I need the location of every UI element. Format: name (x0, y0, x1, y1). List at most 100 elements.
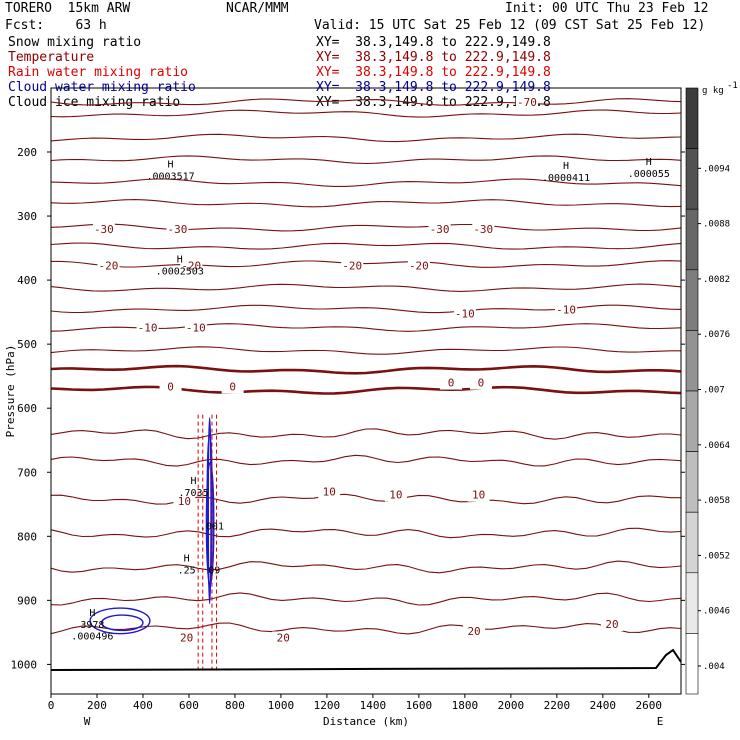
contour-label-bg (440, 376, 463, 390)
contour-label-bg (469, 376, 492, 390)
colorbar-band (685, 208, 699, 271)
contour-label: -30 (473, 223, 493, 236)
x-tick-label: 1400 (360, 699, 387, 712)
x-tick-label: 800 (225, 699, 245, 712)
field-snow: Snow mixing ratio (8, 35, 142, 50)
colorbar-label: .0064 (703, 441, 730, 451)
x-tick-label: 600 (179, 699, 199, 712)
contour-label-bg (221, 380, 244, 394)
contour-label: 0 (229, 380, 236, 393)
maximum-value: .0002503 (156, 266, 204, 277)
temperature-contour-0 (50, 364, 682, 375)
colorbar-unit: g kg (702, 86, 724, 96)
y-tick-label: 600 (17, 402, 37, 415)
contour-label-bg (601, 618, 624, 632)
x-tick-label: 2200 (544, 699, 571, 712)
temperature-contour--30 (50, 223, 682, 232)
colorbar: .004 .0046 .0052 .0058 .0064 .007 .0076 .0082 .0… (685, 81, 738, 695)
colorbar-label: .0088 (703, 220, 730, 230)
x-tick-label: 200 (87, 699, 107, 712)
contour-label-bg (318, 485, 341, 499)
east-label: E (657, 715, 664, 728)
colorbar-band (685, 269, 699, 331)
contour-label: -30 (168, 223, 188, 236)
maximum-value: .001 (200, 521, 224, 532)
contour-label-bg (463, 625, 486, 639)
y-tick-label: 900 (17, 594, 37, 607)
colorbar-label: .0046 (703, 607, 730, 617)
contour-label-bg (453, 307, 476, 321)
colorbar-band (685, 87, 699, 149)
colorbar-label: .004 (703, 662, 725, 672)
x-tick-label: 1800 (452, 699, 479, 712)
maximum-value: .0000411 (542, 173, 590, 184)
x-tick-label: 1600 (406, 699, 433, 712)
temperature-contour--50 (50, 155, 682, 165)
contour-label: -10 (138, 321, 158, 334)
contour-label: -20 (342, 259, 362, 272)
contour-label-bg (180, 259, 203, 273)
colorbar-band (685, 511, 699, 574)
temperature-contour--70 (50, 98, 682, 106)
maxima-labels: H.0003517H.0002503H.0000411H.000055H.703… (71, 157, 670, 642)
maximum-mark: H (191, 476, 197, 487)
x-tick-label: 1200 (314, 699, 341, 712)
contour-labels: -70 -30 -30 -30 -30 -20 -20 -20 -20 -10 -10 -10 -10 0… (92, 96, 624, 645)
contour-label-bg (136, 321, 159, 335)
maximum-value: .25 (178, 566, 196, 577)
maximum-mark: H (563, 161, 569, 172)
temperature-contour-10 (50, 454, 682, 467)
contour-label: 0 (448, 377, 455, 390)
model-label: TORERO 15km ARW (5, 1, 131, 16)
temperature-contour--30 (50, 242, 682, 250)
cloud-water-contour (207, 417, 212, 605)
contour-label-bg (159, 380, 182, 394)
contour-label-bg (272, 631, 295, 645)
contour-label-bg (515, 96, 538, 110)
temperature-contour-10 (50, 428, 682, 440)
init-label: Init: 00 UTC Thu 23 Feb 12 (505, 1, 709, 16)
contour-label-bg (407, 259, 430, 273)
xy-snow: XY= 38.3,149.8 to 222.9,149.8 (316, 35, 551, 50)
contour-label: 20 (277, 631, 290, 644)
temperature-contour--40 (50, 178, 682, 187)
xy-temperature: XY= 38.3,149.8 to 222.9,149.8 (316, 50, 551, 65)
colorbar-band (685, 390, 699, 452)
y-tick-label: 400 (17, 274, 37, 287)
y-tick-label: 800 (17, 530, 37, 543)
temperature-contours (50, 98, 682, 635)
field-cloud-ice: Cloud ice mixing ratio (8, 95, 181, 110)
temperature-contour--20 (50, 283, 682, 292)
temperature-contour-20 (50, 592, 682, 606)
cloud-water-contour (205, 461, 215, 586)
y-tick-label: 200 (17, 146, 37, 159)
contour-label: 0 (167, 380, 174, 393)
maximum-value: .0003517 (146, 172, 194, 183)
contour-label-bg (166, 222, 189, 236)
field-temperature: Temperature (8, 50, 95, 65)
maximum-value: .7035 (179, 488, 209, 499)
x-axis-title: Distance (km) (323, 715, 409, 728)
contour-label: -20 (181, 259, 201, 272)
colorbar-label: .0082 (703, 275, 730, 285)
temperature-contour--10 (50, 304, 682, 314)
cloud-water-contour (89, 607, 151, 635)
x-tick-label: 1000 (268, 699, 295, 712)
contour-label: -10 (556, 304, 576, 317)
contour-label-bg (428, 222, 451, 236)
maximum-mark: H (89, 608, 95, 619)
cloud-water-contours (89, 417, 215, 635)
y-tick-label: 700 (17, 466, 37, 479)
temperature-contour--60 (50, 109, 682, 118)
colorbar-band (685, 572, 699, 634)
colorbar-band (685, 633, 699, 695)
maximum-value: 09 (208, 566, 220, 577)
colorbar-label: .0094 (703, 164, 730, 174)
maximum-mark: H (184, 554, 190, 565)
contour-label: -20 (409, 259, 429, 272)
colorbar-band (685, 451, 699, 513)
contour-label: 20 (180, 631, 193, 644)
contour-label: -70 (517, 96, 537, 109)
maximum-mark: H (646, 157, 652, 168)
center-label: NCAR/MMM (226, 1, 289, 16)
